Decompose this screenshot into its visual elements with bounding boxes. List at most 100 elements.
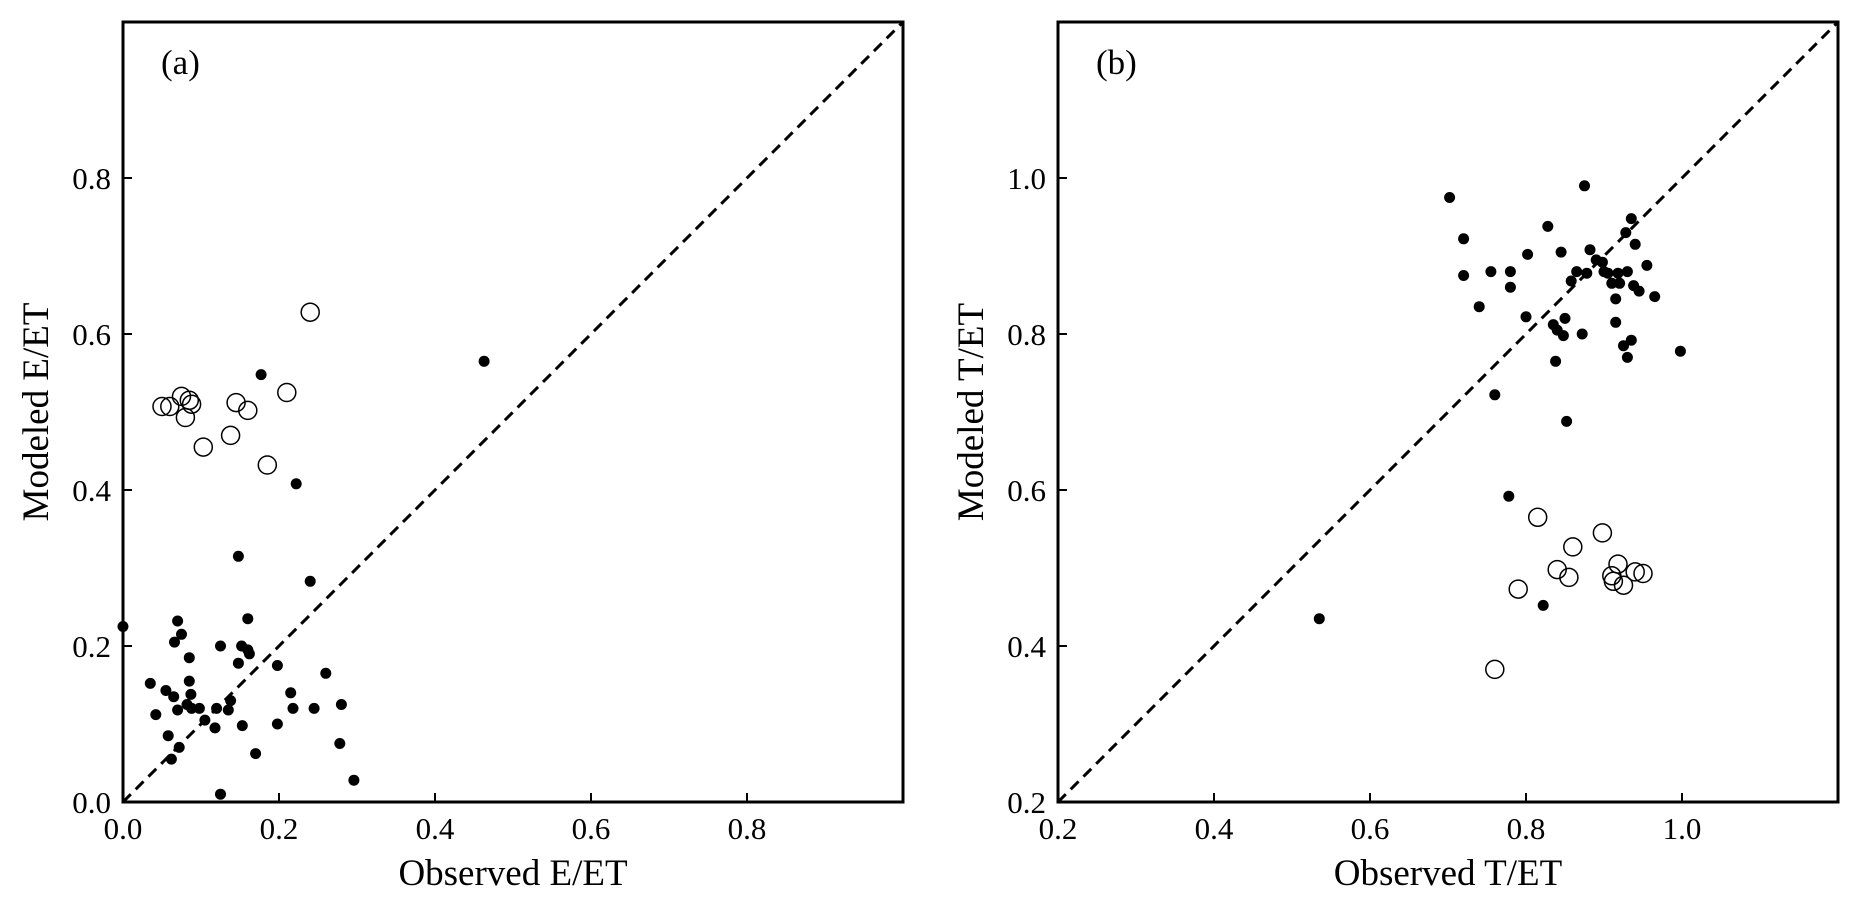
filled-point-15 — [1550, 355, 1562, 367]
filled-point-4 — [1473, 301, 1485, 313]
filled-point-46 — [1649, 291, 1661, 303]
filled-point-9 — [172, 704, 184, 716]
filled-point-9 — [1504, 281, 1516, 293]
filled-point-33 — [255, 369, 267, 381]
filled-point-37 — [1620, 227, 1632, 239]
filled-point-21 — [215, 640, 226, 652]
filled-point-3 — [160, 685, 172, 696]
filled-point-6 — [168, 691, 180, 703]
filled-point-36 — [285, 687, 297, 699]
filled-point-45 — [1641, 259, 1653, 271]
filled-point-38 — [1621, 351, 1633, 363]
filled-point-11 — [1522, 248, 1534, 260]
x-tick-label: 0.6 — [1351, 811, 1390, 846]
open-point-8 — [226, 392, 246, 413]
filled-point-5 — [1485, 266, 1497, 278]
filled-point-2 — [1458, 233, 1470, 245]
filled-point-37 — [287, 702, 299, 714]
y-tick-label: 1.0 — [1007, 161, 1046, 196]
filled-point-15 — [185, 688, 197, 700]
x-tick-label: 0.0 — [104, 811, 143, 846]
filled-point-20 — [211, 702, 223, 714]
filled-point-16 — [186, 702, 198, 714]
x-axis-label: Observed T/ET — [1334, 853, 1562, 894]
filled-point-41 — [320, 667, 332, 679]
filled-point-20 — [1561, 415, 1573, 427]
filled-point-1 — [144, 677, 156, 689]
x-axis-label: Observed E/ET — [398, 853, 627, 894]
filled-point-44 — [1633, 285, 1645, 297]
open-point-11 — [277, 382, 297, 403]
filled-point-23 — [1576, 328, 1588, 340]
plot-frame — [121, 20, 905, 804]
filled-point-47 — [1674, 345, 1686, 357]
x-tick-label: 0.8 — [1507, 811, 1546, 846]
open-point-9 — [238, 400, 258, 421]
filled-point-19 — [209, 722, 221, 734]
open-point-11 — [1625, 562, 1645, 582]
x-tick-label: 0.6 — [572, 811, 611, 846]
filled-point-31 — [1606, 277, 1618, 289]
y-axis-label: Modeled E/ET — [16, 303, 57, 522]
one-to-one-reference-line — [121, 20, 905, 804]
filled-point-4 — [162, 730, 174, 742]
y-tick-label: 0.8 — [72, 161, 111, 196]
filled-point-28 — [236, 720, 248, 732]
open-point-7 — [220, 425, 241, 446]
filled-point-30 — [1602, 267, 1614, 279]
x-tick-label: 0.4 — [416, 811, 455, 846]
open-point-12 — [300, 302, 320, 322]
filled-point-6 — [1489, 389, 1501, 401]
open-point-5 — [1563, 537, 1583, 557]
filled-point-8 — [172, 615, 184, 627]
filled-point-5 — [165, 753, 177, 765]
filled-point-39 — [1621, 266, 1633, 278]
filled-point-7 — [169, 636, 180, 648]
filled-point-40 — [308, 702, 320, 714]
x-tick-label: 0.2 — [1039, 811, 1078, 846]
filled-point-26 — [1584, 244, 1596, 256]
filled-point-40 — [1625, 334, 1637, 346]
filled-point-34 — [1612, 267, 1624, 279]
filled-point-28 — [1596, 256, 1608, 268]
filled-point-44 — [348, 774, 360, 786]
y-tick-label: 0.6 — [1007, 473, 1046, 508]
filled-point-45 — [478, 355, 490, 367]
filled-point-0 — [1313, 613, 1325, 625]
filled-point-12 — [1537, 599, 1549, 611]
x-tick-label: 0.8 — [728, 811, 767, 846]
filled-point-22 — [215, 788, 226, 800]
filled-point-43 — [1629, 238, 1641, 250]
filled-point-25 — [1581, 267, 1593, 279]
y-tick-label: 0.4 — [72, 473, 111, 508]
filled-point-38 — [290, 478, 302, 490]
y-tick-label: 0.0 — [72, 785, 111, 820]
filled-point-11 — [176, 628, 187, 640]
x-tick-label: 0.2 — [260, 811, 299, 846]
filled-point-32 — [250, 748, 262, 760]
filled-point-36 — [1618, 340, 1629, 352]
filled-point-14 — [183, 652, 195, 664]
filled-point-13 — [183, 675, 195, 687]
plot-frame — [1056, 20, 1840, 804]
filled-point-21 — [1565, 275, 1577, 287]
filled-point-17 — [1555, 246, 1567, 258]
panel-b-observed-vs-modeled-t-et: 0.2 0.4 0.6 0.8 1.0 0.2 0.4 0.6 0.8 1.0 Observed T… — [951, 20, 1840, 894]
filled-point-32 — [1610, 316, 1622, 328]
filled-point-1 — [1444, 192, 1456, 203]
open-point-0 — [152, 396, 172, 417]
open-point-6 — [1592, 523, 1613, 543]
filled-point-23 — [222, 704, 234, 716]
filled-point-3 — [1458, 270, 1470, 281]
filled-point-24 — [1579, 180, 1590, 192]
filled-point-30 — [242, 613, 254, 625]
filled-point-18 — [1557, 330, 1569, 342]
filled-point-41 — [1625, 213, 1637, 225]
y-tick-label: 0.8 — [1007, 317, 1046, 352]
filled-point-31 — [243, 648, 255, 660]
open-point-4 — [1559, 567, 1579, 588]
filled-point-42 — [334, 738, 346, 749]
y-tick-label: 0.2 — [72, 629, 111, 664]
open-point-2 — [1527, 507, 1548, 528]
filled-point-24 — [225, 695, 237, 707]
